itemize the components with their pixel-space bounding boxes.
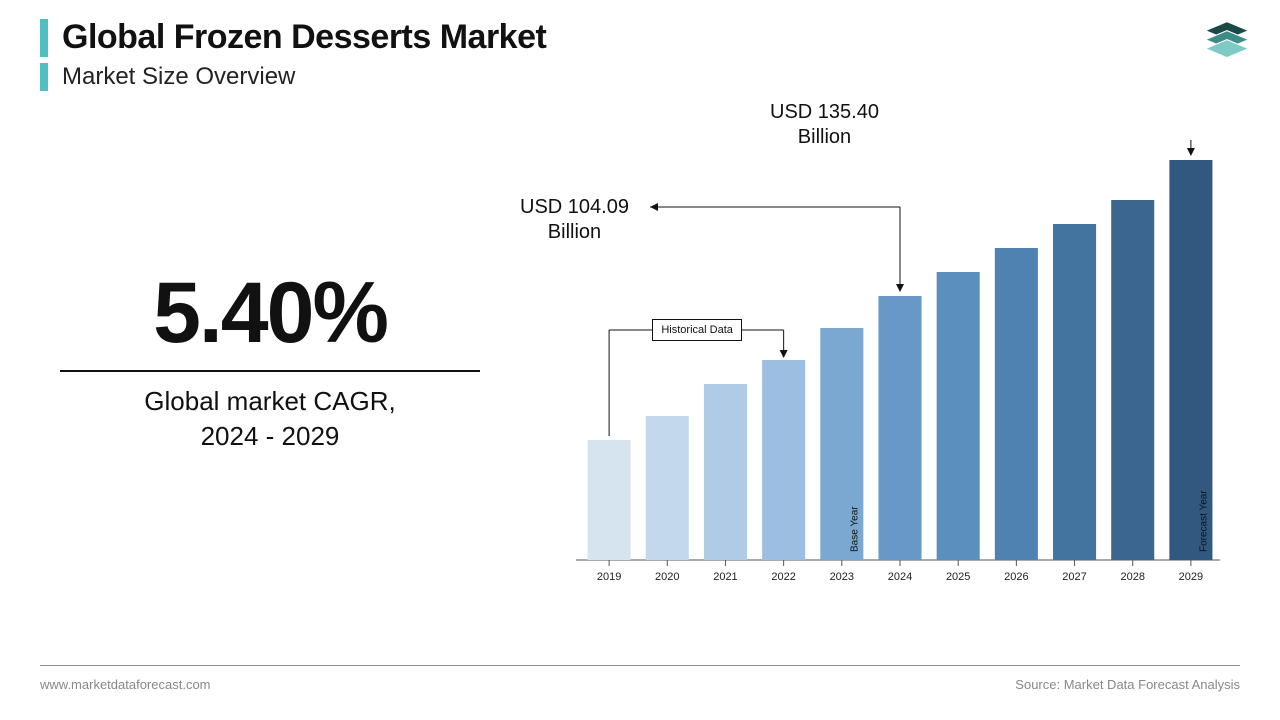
historical-data-text: Historical Data <box>661 324 733 336</box>
brand-logo <box>1200 18 1254 72</box>
svg-text:Forecast Year: Forecast Year <box>1198 490 1209 552</box>
annotation-2024: USD 104.09 Billion <box>520 195 629 245</box>
footer-source: Source: Market Data Forecast Analysis <box>1015 677 1240 692</box>
layers-icon <box>1200 18 1254 72</box>
annotation-2024-line2: Billion <box>548 221 601 243</box>
svg-text:2028: 2028 <box>1120 571 1144 583</box>
svg-text:2021: 2021 <box>713 571 737 583</box>
svg-text:2022: 2022 <box>771 571 795 583</box>
cagr-block: 5.40% Global market CAGR, 2024 - 2029 <box>60 270 480 454</box>
svg-text:2019: 2019 <box>597 571 621 583</box>
header: Global Frozen Desserts Market Market Siz… <box>40 18 546 91</box>
title-accent-bar <box>40 19 48 57</box>
svg-text:2027: 2027 <box>1062 571 1086 583</box>
infographic-page: Global Frozen Desserts Market Market Siz… <box>0 0 1280 720</box>
title-row: Global Frozen Desserts Market <box>40 18 546 57</box>
cagr-label-line2: 2024 - 2029 <box>201 421 340 451</box>
svg-text:2026: 2026 <box>1004 571 1028 583</box>
cagr-divider <box>60 370 480 372</box>
bar-chart: 2019 2020 2021 2022 2023 2024 2025 2026 2027 2028… <box>540 140 1240 600</box>
subtitle-accent-bar <box>40 63 48 91</box>
svg-text:2024: 2024 <box>888 571 912 583</box>
svg-text:2023: 2023 <box>830 571 854 583</box>
page-subtitle: Market Size Overview <box>62 63 295 91</box>
subtitle-row: Market Size Overview <box>40 63 546 91</box>
annotation-2024-line1: USD 104.09 <box>520 196 629 218</box>
annotation-2029: USD 135.40 Billion <box>770 100 879 150</box>
cagr-label-line1: Global market CAGR, <box>144 386 395 416</box>
chart-container: 2019 2020 2021 2022 2023 2024 2025 2026 2027 2028… <box>540 140 1240 600</box>
cagr-value: 5.40% <box>60 270 480 356</box>
cagr-label: Global market CAGR, 2024 - 2029 <box>60 384 480 454</box>
svg-text:2020: 2020 <box>655 571 679 583</box>
svg-text:2025: 2025 <box>946 571 970 583</box>
svg-text:Base Year: Base Year <box>849 506 860 552</box>
svg-text:2029: 2029 <box>1179 571 1203 583</box>
historical-data-label: Historical Data <box>652 319 742 341</box>
footer-divider <box>40 665 1240 666</box>
annotation-2029-line1: USD 135.40 <box>770 101 879 123</box>
annotation-2029-line2: Billion <box>798 126 851 148</box>
footer-url: www.marketdataforecast.com <box>40 677 211 692</box>
page-title: Global Frozen Desserts Market <box>62 18 546 57</box>
